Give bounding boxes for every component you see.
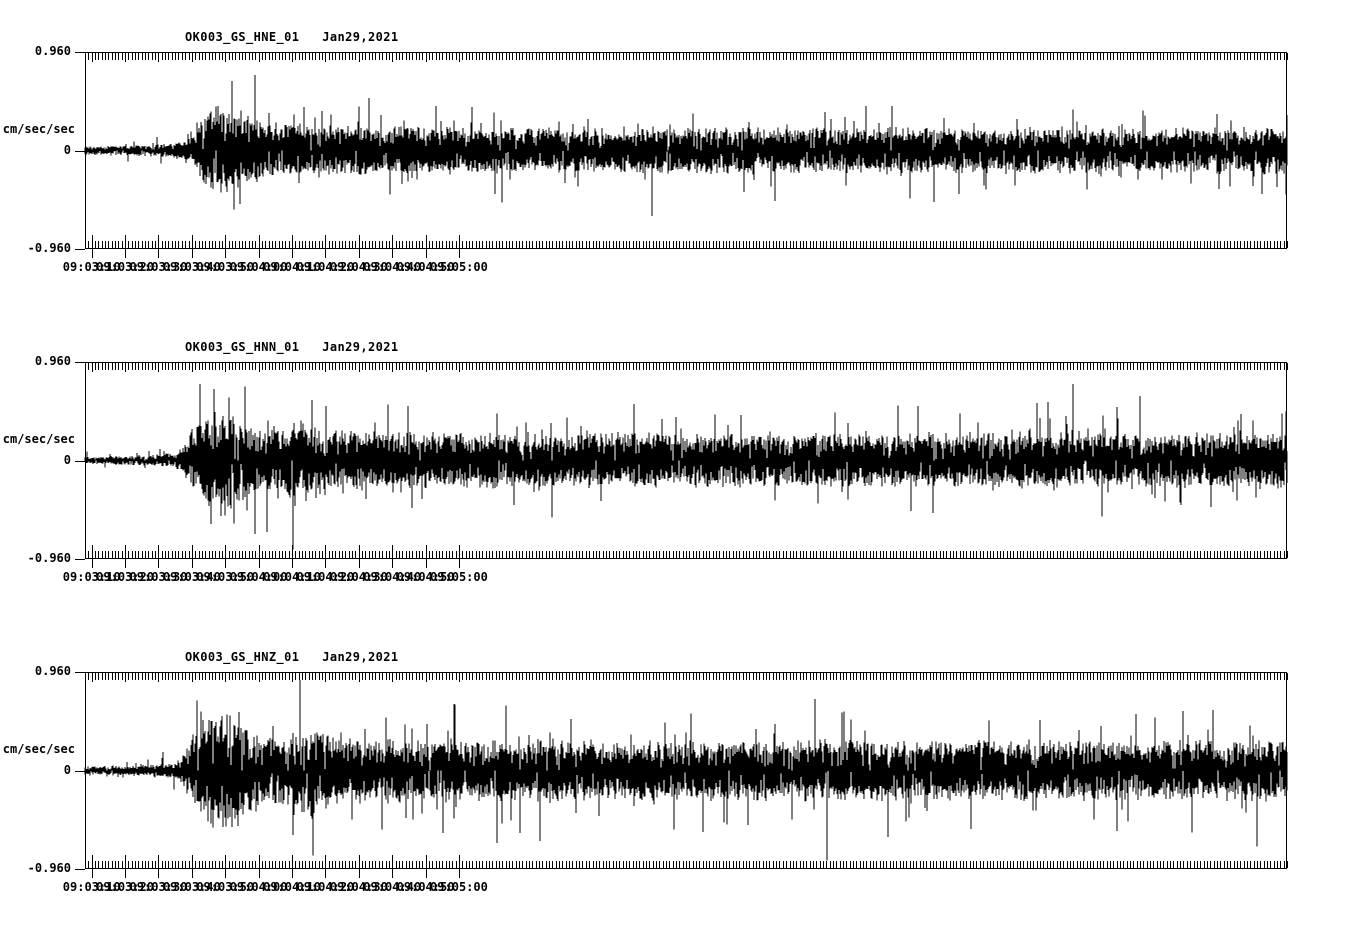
y-axis-tick-label: 0.960 xyxy=(34,664,71,678)
waveform-panel-hnz: OK003_GS_HNZ_01 Jan29,2021 0.960 0 -0.960 c… xyxy=(0,620,1358,924)
x-axis-tick-label: 09:03:20 xyxy=(96,570,154,584)
x-axis-tick-label: 09:04:00 xyxy=(229,570,288,584)
panel-title: OK003_GS_HNZ_01 Jan29,2021 xyxy=(185,650,399,664)
x-axis-tick-label: 09:05:00 xyxy=(430,570,488,584)
x-axis-tick-label: 09:04:10 xyxy=(263,260,321,274)
x-axis-tick-label: 09:04:10 xyxy=(263,570,321,584)
waveform-panel-hnn: OK003_GS_HNN_01 Jan29,2021 0.960 0 -0.960 c… xyxy=(0,310,1358,620)
x-axis-tick-label: 09:03:30 xyxy=(129,260,188,274)
x-axis-tick-label: 09:04:40 xyxy=(363,880,422,894)
x-axis-tick-label: 09:04:40 xyxy=(363,570,422,584)
x-axis-tick-label: 09:03:10 xyxy=(62,570,121,584)
x-axis-tick-label: 09:04:40 xyxy=(363,260,422,274)
y-axis-unit-label: cm/sec/sec xyxy=(2,741,75,756)
plot-area xyxy=(75,361,1289,568)
x-axis-tick-label: 09:03:10 xyxy=(62,880,121,894)
x-axis-tick-label: 09:03:10 xyxy=(62,260,121,274)
plot-area xyxy=(75,51,1289,258)
x-axis-tick-label: 09:04:00 xyxy=(229,880,288,894)
x-axis-tick-label: 09:04:10 xyxy=(263,880,321,894)
x-axis-tick-label: 09:04:50 xyxy=(396,880,455,894)
x-axis-tick-label: 09:04:30 xyxy=(329,570,388,584)
plot-area xyxy=(75,671,1289,878)
x-axis-tick-label: 09:03:20 xyxy=(96,260,154,274)
x-axis-tick-label: 09:05:00 xyxy=(430,260,488,274)
y-axis-tick-label: 0 xyxy=(63,142,71,157)
y-axis-tick-label: 0 xyxy=(63,452,71,467)
x-axis-tick-label: 09:03:40 xyxy=(162,880,221,894)
y-axis-tick-label: -0.960 xyxy=(27,861,71,875)
y-axis-tick-label: -0.960 xyxy=(27,241,71,255)
waveform-panel-hne: OK003_GS_HNE_01 Jan29,2021 0.960 0 -0.960 c… xyxy=(0,0,1358,310)
x-axis-tick-label: 09:05:00 xyxy=(430,880,488,894)
waveform-trace xyxy=(84,384,1288,550)
y-axis-tick-label: 0 xyxy=(63,762,71,777)
x-axis-tick-label: 09:03:50 xyxy=(196,260,255,274)
y-axis-unit-label: cm/sec/sec xyxy=(2,121,75,136)
x-axis-tick-label: 09:04:30 xyxy=(329,880,388,894)
x-axis-tick-label: 09:04:20 xyxy=(296,570,355,584)
y-axis-tick-label: 0.960 xyxy=(34,44,71,58)
waveform-trace xyxy=(84,679,1288,861)
x-axis-tick-label: 09:03:30 xyxy=(129,570,188,584)
x-axis-tick-label: 09:04:50 xyxy=(396,570,455,584)
x-axis-tick-label: 09:03:50 xyxy=(196,880,255,894)
x-axis-tick-label: 09:04:30 xyxy=(329,260,388,274)
x-axis-tick-label: 09:04:00 xyxy=(229,260,288,274)
panel-title: OK003_GS_HNN_01 Jan29,2021 xyxy=(185,340,399,354)
x-axis-tick-label: 09:04:20 xyxy=(296,260,355,274)
y-axis-unit-label: cm/sec/sec xyxy=(2,431,75,446)
y-axis-tick-label: -0.960 xyxy=(27,551,71,565)
x-axis-tick-label: 09:04:50 xyxy=(396,260,455,274)
x-axis-tick-label: 09:03:30 xyxy=(129,880,188,894)
x-axis-tick-label: 09:03:20 xyxy=(96,880,154,894)
x-axis-tick-label: 09:03:40 xyxy=(162,260,221,274)
y-axis-tick-label: 0.960 xyxy=(34,354,71,368)
waveform-trace xyxy=(84,75,1288,216)
panel-title: OK003_GS_HNE_01 Jan29,2021 xyxy=(185,30,399,44)
x-axis-tick-label: 09:03:40 xyxy=(162,570,221,584)
x-axis-tick-label: 09:03:50 xyxy=(196,570,255,584)
x-axis-tick-label: 09:04:20 xyxy=(296,880,355,894)
